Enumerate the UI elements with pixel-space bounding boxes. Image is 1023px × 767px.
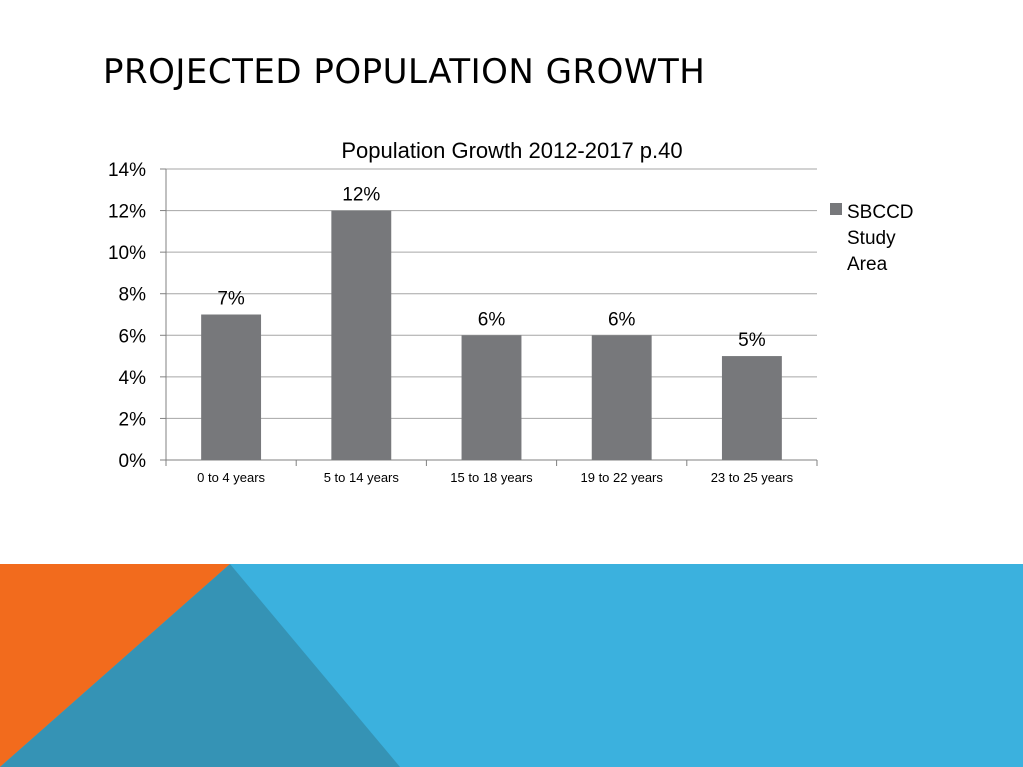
x-tick-label: 23 to 25 years: [711, 470, 794, 485]
chart-title: Population Growth 2012-2017 p.40: [341, 138, 682, 163]
chart: Population Growth 2012-2017 p.40 0% 2% 4% 6…: [108, 138, 914, 485]
legend-label: SBCCD: [847, 202, 914, 223]
y-tick-label: 12%: [108, 202, 146, 223]
x-axis: 0 to 4 years 5 to 14 years 15 to 18 years 1…: [165, 459, 818, 485]
y-tick-label: 14%: [108, 160, 146, 181]
y-tick-label: 4%: [119, 368, 147, 389]
x-tick-label: 0 to 4 years: [197, 470, 265, 485]
bar-series: 7% 12% 6% 6% 5%: [201, 185, 782, 460]
legend-label: Area: [847, 254, 888, 275]
legend-label: Study: [847, 228, 896, 249]
y-tick-label: 8%: [119, 285, 147, 306]
footer-dark-triangle: [0, 564, 400, 767]
x-tick-label: 5 to 14 years: [324, 470, 400, 485]
y-tick-label: 6%: [119, 326, 147, 347]
legend: SBCCD Study Area: [830, 202, 914, 275]
data-label: 6%: [608, 309, 636, 330]
y-tick-label: 0%: [119, 451, 147, 472]
legend-swatch: [830, 203, 842, 215]
bar: [721, 356, 782, 460]
bar: [331, 210, 392, 460]
bar: [201, 314, 262, 460]
data-label: 6%: [478, 309, 506, 330]
bar: [591, 335, 652, 460]
x-tick-label: 19 to 22 years: [581, 470, 664, 485]
bar: [461, 335, 522, 460]
y-tick-label: 2%: [119, 409, 147, 430]
data-label: 12%: [342, 185, 380, 206]
y-tick-label: 10%: [108, 243, 146, 264]
y-axis: 0% 2% 4% 6% 8% 10% 12% 14%: [108, 160, 167, 472]
slide-title: PROJECTED POPULATION GROWTH: [103, 52, 706, 92]
x-tick-label: 15 to 18 years: [450, 470, 533, 485]
footer-decoration: [0, 564, 1023, 767]
data-label: 5%: [738, 330, 766, 351]
data-label: 7%: [217, 289, 245, 310]
